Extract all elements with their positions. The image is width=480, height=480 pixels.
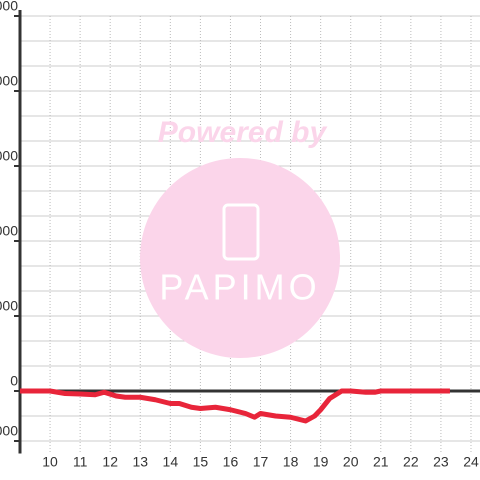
plot bbox=[20, 388, 450, 424]
y-tick-label: 90,000 bbox=[0, 148, 18, 164]
x-tick-label: 20 bbox=[343, 454, 359, 470]
y-tick-label: 0 bbox=[10, 373, 18, 389]
watermark: Powered by PAPIMO bbox=[140, 116, 340, 358]
x-tick-label: 23 bbox=[433, 454, 449, 470]
x-tick-label: 21 bbox=[373, 454, 389, 470]
x-tick-label: 15 bbox=[193, 454, 209, 470]
x-tick-label: 24 bbox=[463, 454, 479, 470]
x-tick-label: 10 bbox=[42, 454, 58, 470]
x-tick-label: 13 bbox=[132, 454, 148, 470]
x-tick-label: 14 bbox=[163, 454, 179, 470]
y-tick-label: -20,000 bbox=[0, 423, 18, 439]
x-tick-label: 16 bbox=[223, 454, 239, 470]
y-tick-label: 150,000 bbox=[0, 0, 18, 14]
y-tick-label: 30,000 bbox=[0, 298, 18, 314]
x-tick-label: 19 bbox=[313, 454, 329, 470]
x-tick-label: 18 bbox=[283, 454, 299, 470]
y-tick-label: 120,000 bbox=[0, 73, 18, 89]
x-tick-label: 12 bbox=[102, 454, 118, 470]
x-tick-label: 22 bbox=[403, 454, 419, 470]
watermark-logo: PAPIMO bbox=[159, 267, 320, 308]
y-tick-label: 60,000 bbox=[0, 223, 18, 239]
watermark-icon bbox=[222, 203, 260, 261]
watermark-text: Powered by bbox=[158, 116, 328, 149]
x-tick-label: 11 bbox=[73, 454, 88, 470]
x-tick-label: 17 bbox=[253, 454, 269, 470]
line-series bbox=[20, 388, 450, 424]
